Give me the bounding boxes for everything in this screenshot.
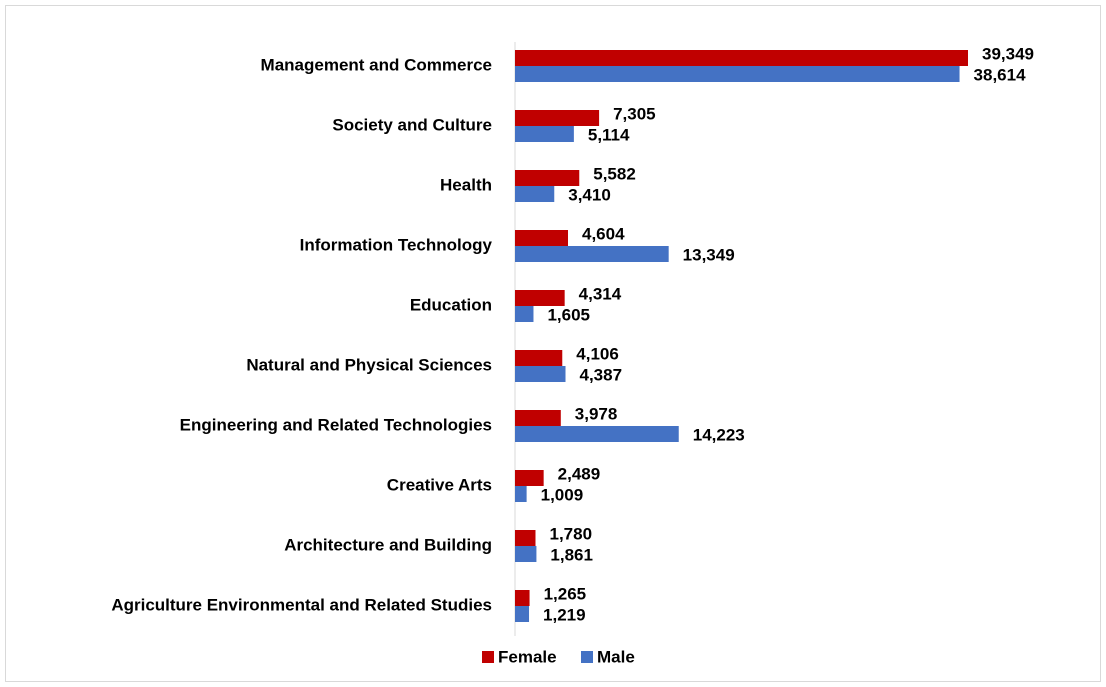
- bar: [515, 306, 534, 322]
- chart-border: [5, 5, 1101, 682]
- value-label: 3,978: [575, 404, 618, 423]
- category-label: Management and Commerce: [261, 55, 492, 74]
- bar: [515, 470, 544, 486]
- bar: [515, 366, 566, 382]
- category-label: Architecture and Building: [284, 535, 492, 554]
- bar: [515, 410, 561, 426]
- bar: [515, 170, 580, 186]
- value-label: 14,223: [693, 425, 745, 444]
- value-label: 38,614: [974, 65, 1027, 84]
- legend-swatch: [581, 651, 593, 663]
- legend-swatch: [482, 651, 494, 663]
- category-label: Natural and Physical Sciences: [246, 355, 492, 374]
- bar: [515, 230, 569, 246]
- value-label: 4,387: [580, 365, 623, 384]
- bar: [515, 66, 960, 82]
- value-label: 1,219: [543, 605, 586, 624]
- value-label: 1,009: [541, 485, 584, 504]
- bar: [515, 126, 574, 142]
- category-label: Society and Culture: [332, 115, 492, 134]
- legend-label: Male: [597, 647, 635, 666]
- value-label: 39,349: [982, 44, 1034, 63]
- category-label: Creative Arts: [387, 475, 492, 494]
- bar: [515, 546, 537, 562]
- legend-label: Female: [498, 647, 557, 666]
- value-label: 1,861: [550, 545, 593, 564]
- category-label: Information Technology: [300, 235, 493, 254]
- value-label: 4,604: [582, 224, 625, 243]
- bar: [515, 350, 563, 366]
- bar: [515, 290, 565, 306]
- value-label: 13,349: [683, 245, 735, 264]
- value-label: 1,605: [547, 305, 590, 324]
- category-label: Education: [410, 295, 492, 314]
- bar: [515, 110, 600, 126]
- bar: [515, 246, 669, 262]
- category-label: Agriculture Environmental and Related St…: [111, 595, 492, 614]
- value-label: 1,780: [549, 524, 592, 543]
- value-label: 4,106: [576, 344, 619, 363]
- value-label: 5,582: [593, 164, 636, 183]
- bar: [515, 530, 536, 546]
- bar: [515, 50, 968, 66]
- bar: [515, 590, 530, 606]
- value-label: 4,314: [579, 284, 622, 303]
- value-label: 1,265: [544, 584, 587, 603]
- bar: [515, 186, 555, 202]
- category-label: Engineering and Related Technologies: [180, 415, 492, 434]
- value-label: 7,305: [613, 104, 656, 123]
- category-label: Health: [440, 175, 492, 194]
- value-label: 3,410: [568, 185, 611, 204]
- value-label: 5,114: [588, 125, 630, 144]
- bar: [515, 486, 527, 502]
- bar: [515, 426, 679, 442]
- bar: [515, 606, 530, 622]
- value-label: 2,489: [558, 464, 601, 483]
